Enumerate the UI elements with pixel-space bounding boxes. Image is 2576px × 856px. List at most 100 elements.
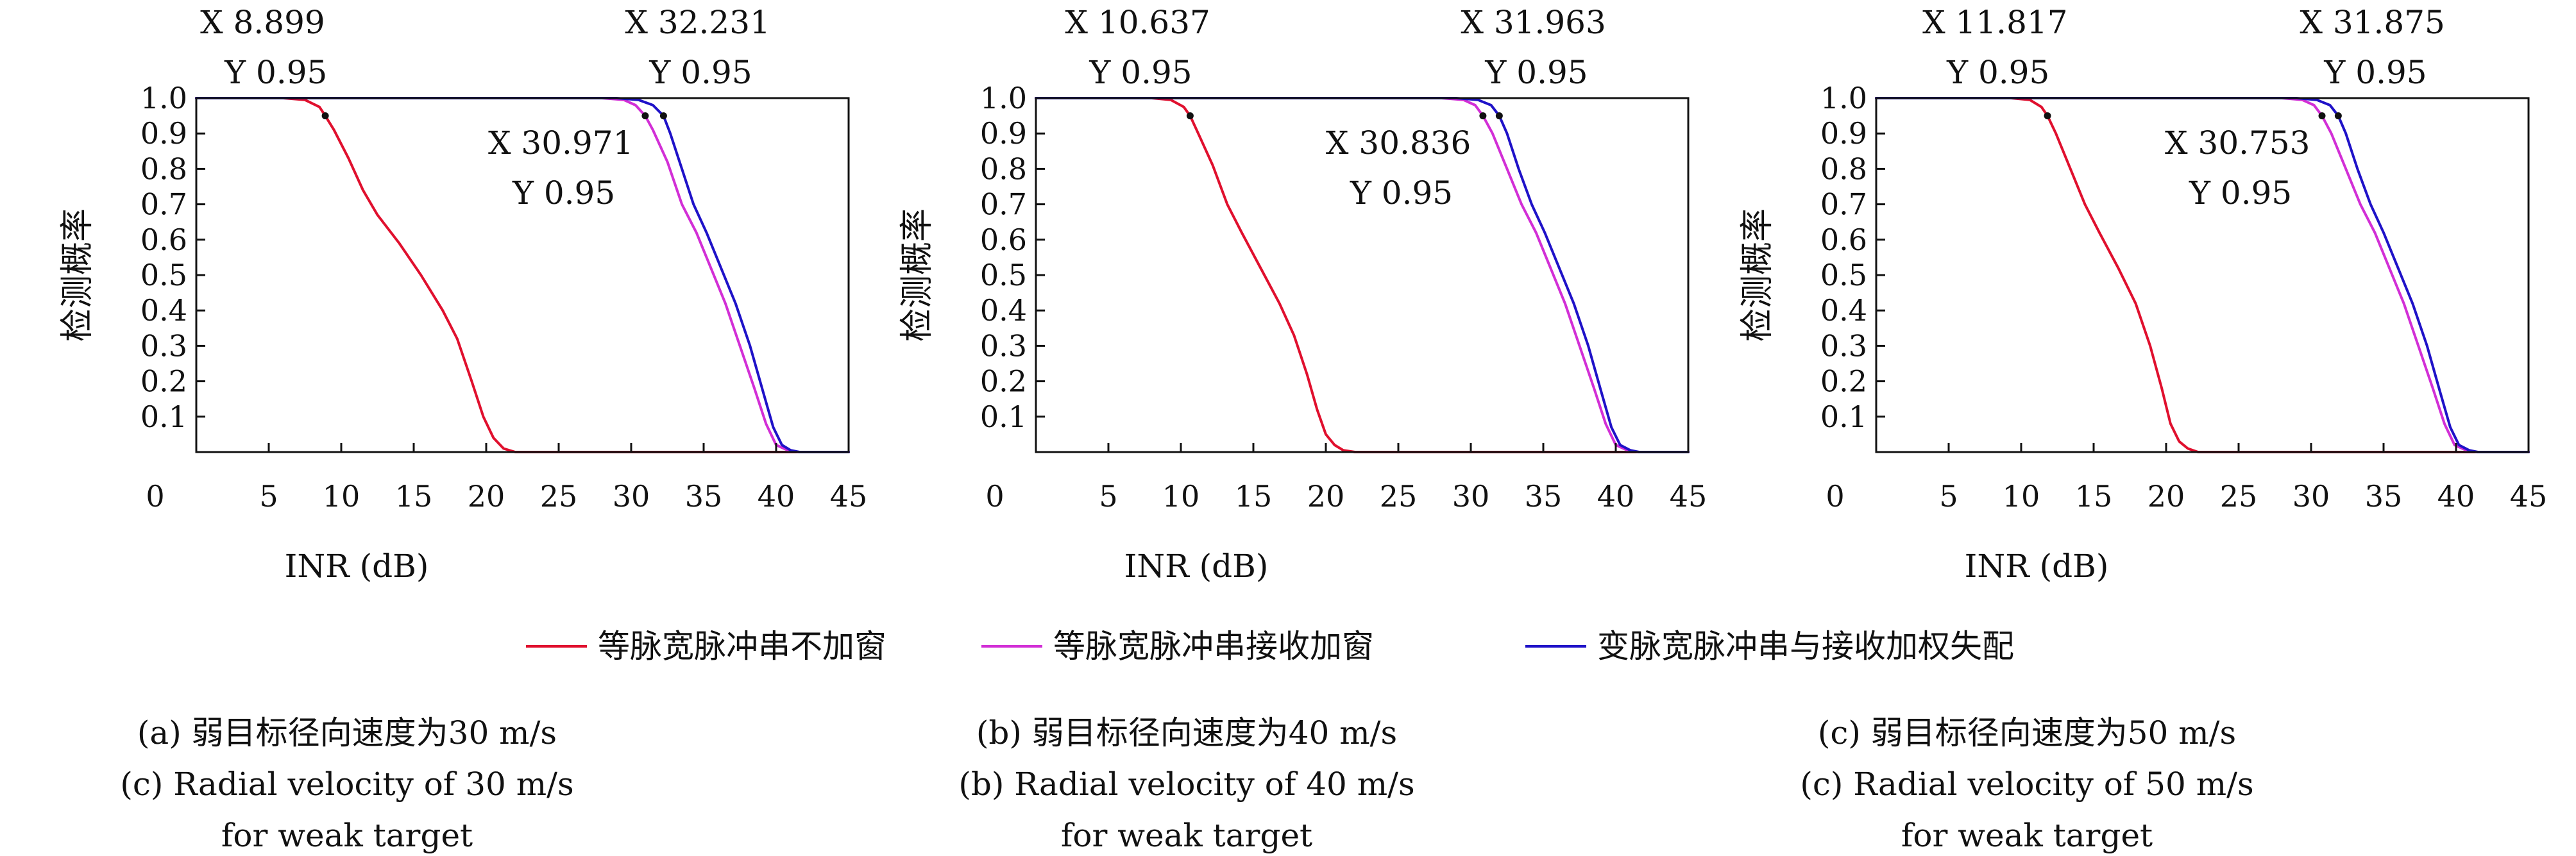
y-tick-label: 0.6 bbox=[140, 222, 187, 257]
x-tick-label: 45 bbox=[830, 479, 868, 514]
x-tick-label: 25 bbox=[2220, 479, 2258, 514]
chart-panels: 0.10.20.30.40.50.60.70.80.91.00 5 10 15 20 25… bbox=[58, 4, 2547, 854]
annotation-marker bbox=[2044, 112, 2051, 120]
x-tick-label: 20 bbox=[1307, 479, 1345, 514]
annotation-y-label: Y 0.95 bbox=[2323, 54, 2427, 91]
y-tick-label: 1.0 bbox=[980, 81, 1027, 115]
x-tick-label: 15 bbox=[1235, 479, 1273, 514]
caption-line-1: (b) 弱目标径向速度为40 m/s bbox=[976, 714, 1397, 751]
legend-label: 等脉宽脉冲串接收加窗 bbox=[1053, 628, 1374, 665]
x-tick-label: 5 bbox=[1939, 479, 1958, 514]
annotation-y-label: Y 0.95 bbox=[1946, 54, 2049, 91]
y-tick-label: 0.7 bbox=[980, 187, 1027, 222]
y-tick-label: 0.3 bbox=[1820, 328, 1867, 363]
legend-label: 等脉宽脉冲串不加窗 bbox=[598, 628, 886, 665]
caption-line-3: for weak target bbox=[221, 817, 473, 854]
x-tick-label: 35 bbox=[2365, 479, 2403, 514]
series-line-1 bbox=[1875, 97, 2530, 453]
x-tick-label: 0 bbox=[985, 479, 1004, 514]
annotation-y-label: Y 0.95 bbox=[1089, 54, 1192, 91]
x-tick-label: 40 bbox=[2437, 479, 2475, 514]
annotation-x-label: X 30.836 bbox=[1326, 124, 1471, 162]
annotation-x-label: X 31.963 bbox=[1461, 4, 1606, 41]
y-tick-label: 0.1 bbox=[1820, 399, 1867, 434]
caption-line-2: (c) Radial velocity of 50 m/s bbox=[1800, 766, 2253, 803]
x-tick-label: 45 bbox=[2510, 479, 2548, 514]
x-tick-label: 40 bbox=[758, 479, 795, 514]
annotation-marker bbox=[2334, 112, 2342, 120]
y-tick-label: 0.7 bbox=[1820, 187, 1867, 222]
y-tick-label: 0.1 bbox=[980, 399, 1027, 434]
annotation-y-label: Y 0.95 bbox=[512, 174, 615, 212]
annotation-x-label: X 31.875 bbox=[2300, 4, 2445, 41]
y-tick-label: 0.9 bbox=[1820, 116, 1867, 151]
chart-panel-1: 0.10.20.30.40.50.60.70.80.91.0 0 5 10 15 20 25… bbox=[58, 4, 867, 854]
y-tick-label: 0.3 bbox=[980, 328, 1027, 363]
y-tick-label: 0.6 bbox=[980, 222, 1027, 257]
annotation-marker bbox=[1479, 112, 1487, 120]
chart-panel-2: 0.10.20.30.40.50.60.70.80.91.0 0 5 10 15 20 25… bbox=[898, 4, 1707, 854]
annotation-marker bbox=[659, 112, 667, 120]
annotation-y-label: Y 0.95 bbox=[648, 54, 752, 91]
x-axis-label: INR (dB) bbox=[1124, 548, 1269, 585]
annotation-y-label: Y 0.95 bbox=[224, 54, 327, 91]
y-tick-label: 0.2 bbox=[140, 364, 187, 399]
annotation-marker bbox=[321, 112, 329, 120]
annotation-x-label: X 10.637 bbox=[1065, 4, 1210, 41]
x-tick-label: 30 bbox=[613, 479, 650, 514]
x-tick-label: 25 bbox=[1380, 479, 1418, 514]
x-axis-label: INR (dB) bbox=[1965, 548, 2109, 585]
y-tick-label: 0.4 bbox=[1820, 293, 1867, 328]
series-line-3 bbox=[195, 97, 850, 453]
y-tick-label: 0.2 bbox=[980, 364, 1027, 399]
annotation-marker bbox=[1186, 112, 1194, 120]
legend-label: 变脉宽脉冲串与接收加权失配 bbox=[1597, 628, 2014, 665]
y-tick-label: 0.4 bbox=[140, 293, 187, 328]
x-tick-label: 0 bbox=[1826, 479, 1844, 514]
y-tick-label: 0.4 bbox=[980, 293, 1027, 328]
annotation-x-label: X 30.753 bbox=[2165, 124, 2310, 162]
series-line-2 bbox=[195, 97, 850, 453]
annotation-marker bbox=[1495, 112, 1503, 120]
x-tick-label: 25 bbox=[540, 479, 578, 514]
x-tick-label: 10 bbox=[323, 479, 360, 514]
annotation-x-label: X 30.971 bbox=[488, 124, 633, 162]
annotation-marker bbox=[641, 112, 649, 120]
x-tick-label: 20 bbox=[468, 479, 505, 514]
series-line-3 bbox=[1875, 97, 2530, 453]
x-tick-label: 10 bbox=[1162, 479, 1200, 514]
series-line-3 bbox=[1035, 97, 1690, 453]
annotation-x-label: X 8.899 bbox=[200, 4, 325, 41]
caption-line-1: (c) 弱目标径向速度为50 m/s bbox=[1818, 714, 2236, 751]
x-tick-label: 10 bbox=[2003, 479, 2040, 514]
y-tick-label: 0.7 bbox=[140, 187, 187, 222]
y-axis-label: 检测概率 bbox=[1738, 208, 1777, 342]
x-tick-label: 45 bbox=[1670, 479, 1707, 514]
y-tick-label: 0.9 bbox=[140, 116, 187, 151]
x-tick-label: 35 bbox=[685, 479, 723, 514]
x-tick-label: 40 bbox=[1597, 479, 1635, 514]
annotation-y-label: Y 0.95 bbox=[1484, 54, 1588, 91]
x-tick-label: 35 bbox=[1525, 479, 1563, 514]
y-tick-label: 0.5 bbox=[140, 258, 187, 292]
caption-line-2: (c) Radial velocity of 30 m/s bbox=[120, 766, 573, 803]
annotation-marker bbox=[2318, 112, 2326, 120]
x-tick-label: 5 bbox=[1099, 479, 1117, 514]
caption-line-3: for weak target bbox=[1901, 817, 2153, 854]
x-tick-label: 30 bbox=[1452, 479, 1490, 514]
y-axis-label: 检测概率 bbox=[58, 208, 97, 342]
x-tick-label: 5 bbox=[259, 479, 278, 514]
y-tick-label: 1.0 bbox=[1820, 81, 1867, 115]
x-tick-label: 15 bbox=[2075, 479, 2113, 514]
x-tick-label: 15 bbox=[395, 479, 433, 514]
annotation-y-label: Y 0.95 bbox=[1350, 174, 1453, 212]
y-tick-label: 0.8 bbox=[980, 151, 1027, 186]
annotation-y-label: Y 0.95 bbox=[2189, 174, 2292, 212]
y-tick-label: 0.6 bbox=[1820, 222, 1867, 257]
caption-line-2: (b) Radial velocity of 40 m/s bbox=[958, 766, 1414, 803]
x-tick-label: 30 bbox=[2292, 479, 2330, 514]
y-tick-label: 0.8 bbox=[140, 151, 187, 186]
y-axis-label: 检测概率 bbox=[898, 208, 936, 342]
caption-line-1: (a) 弱目标径向速度为30 m/s bbox=[137, 714, 557, 751]
x-axis-label: INR (dB) bbox=[285, 548, 429, 585]
